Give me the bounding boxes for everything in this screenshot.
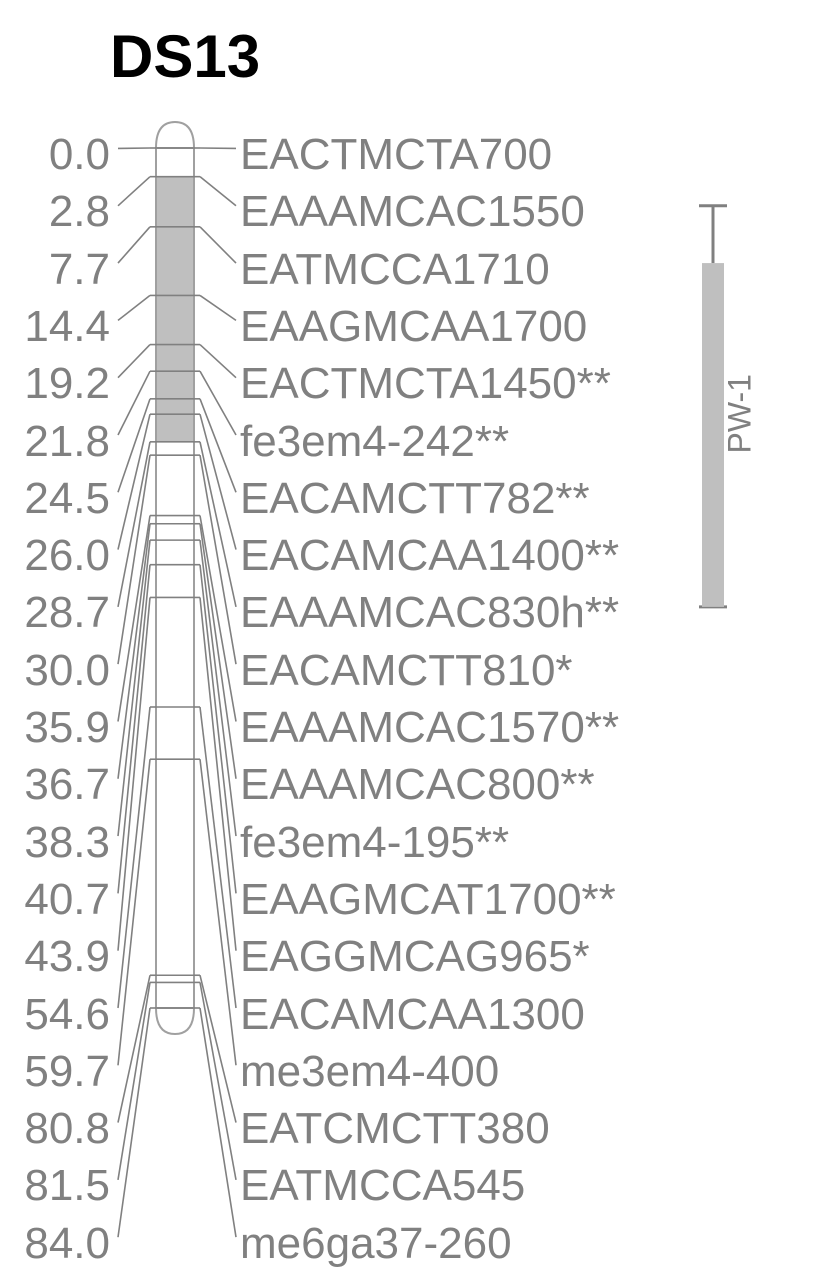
position-label: 35.9 — [24, 703, 110, 753]
marker-label: EAAAMCAC830h** — [240, 588, 619, 638]
position-label: 36.7 — [24, 760, 110, 810]
marker-label: fe3em4-195** — [240, 818, 509, 868]
position-label: 24.5 — [24, 474, 110, 524]
marker-label: EACAMCAA1400** — [240, 531, 619, 581]
position-label: 21.8 — [24, 417, 110, 467]
marker-label: EATMCCA1710 — [240, 245, 550, 295]
marker-label: EATCMCTT380 — [240, 1104, 550, 1154]
marker-label: EAAAMCAC800** — [240, 760, 595, 810]
position-label: 40.7 — [24, 875, 110, 925]
position-label: 81.5 — [24, 1161, 110, 1211]
marker-label: EACAMCTT782** — [240, 474, 590, 524]
linkage-map-container: DS13 0.0EACTMCTA7002.8EAAAMCAC15507.7EAT… — [0, 0, 819, 1272]
marker-label: EACTMCTA700 — [240, 130, 552, 180]
position-label: 0.0 — [49, 130, 110, 180]
qtl-label: PW-1 — [722, 374, 759, 453]
marker-label: me6ga37-260 — [240, 1219, 512, 1269]
position-label: 28.7 — [24, 588, 110, 638]
marker-label: EAAGMCAT1700** — [240, 875, 616, 925]
marker-label: EACTMCTA1450** — [240, 359, 611, 409]
marker-label: EAAAMCAC1570** — [240, 703, 619, 753]
position-label: 7.7 — [49, 245, 110, 295]
marker-label: EACAMCTT810* — [240, 646, 573, 696]
marker-label: EATMCCA545 — [240, 1161, 525, 1211]
position-label: 80.8 — [24, 1104, 110, 1154]
position-label: 26.0 — [24, 531, 110, 581]
position-label: 84.0 — [24, 1219, 110, 1269]
marker-label: EAAGMCAA1700 — [240, 302, 587, 352]
marker-label: EAGGMCAG965* — [240, 932, 590, 982]
position-label: 14.4 — [24, 302, 110, 352]
position-label: 38.3 — [24, 818, 110, 868]
position-label: 54.6 — [24, 990, 110, 1040]
position-label: 59.7 — [24, 1047, 110, 1097]
marker-label: EACAMCAA1300 — [240, 990, 585, 1040]
position-label: 43.9 — [24, 932, 110, 982]
marker-label: me3em4-400 — [240, 1047, 499, 1097]
marker-label: EAAAMCAC1550 — [240, 187, 585, 237]
position-label: 19.2 — [24, 359, 110, 409]
position-label: 30.0 — [24, 646, 110, 696]
marker-label: fe3em4-242** — [240, 417, 509, 467]
position-label: 2.8 — [49, 187, 110, 237]
